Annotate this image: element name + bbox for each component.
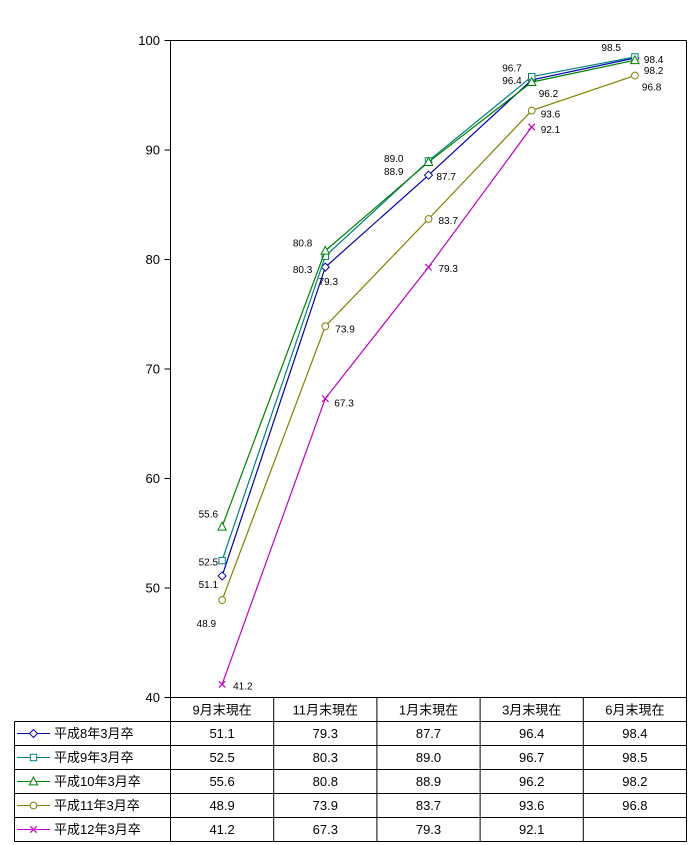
square-marker (29, 753, 38, 762)
series-line (221, 59, 636, 527)
triangle-marker (28, 776, 39, 786)
series-line (221, 126, 533, 685)
table-value-cell: 92.1 (519, 822, 544, 837)
table-value-cell: 96.7 (519, 750, 544, 765)
diamond-marker (423, 170, 434, 180)
table-value-cell: 48.9 (209, 798, 234, 813)
data-label: 89.0 (384, 154, 404, 165)
table-value-cell: 41.2 (209, 822, 234, 837)
data-label: 48.9 (197, 619, 217, 630)
table-value-cell: 51.1 (209, 726, 234, 741)
circle-marker (29, 801, 38, 810)
data-label: 96.7 (502, 64, 522, 75)
circle-marker (424, 215, 433, 223)
data-label: 87.7 (437, 172, 457, 183)
legend-series-name: 平成12年3月卒 (54, 822, 141, 837)
data-label: 67.3 (334, 399, 354, 410)
circle-marker (321, 322, 330, 331)
table-header-category: 11月末現在 (293, 703, 359, 718)
triangle-marker (423, 156, 434, 166)
table-value-cell: 89.0 (416, 750, 441, 765)
data-label: 55.6 (199, 510, 219, 521)
data-label: 96.8 (642, 83, 662, 94)
y-tick-label: 80 (146, 252, 160, 267)
series-line (221, 56, 636, 561)
table-value-cell: 79.3 (313, 726, 338, 741)
table-value-cell: 88.9 (416, 774, 441, 789)
data-label: 96.2 (539, 89, 559, 100)
table-value-cell: 73.9 (313, 798, 338, 813)
data-label: 88.9 (384, 167, 404, 178)
table-value-cell: 96.2 (519, 774, 544, 789)
data-label: 51.1 (199, 580, 219, 591)
table-value-cell: 98.4 (622, 726, 647, 741)
data-label: 98.2 (644, 66, 664, 77)
series-line (221, 57, 636, 577)
table-header-category: 6月末現在 (605, 703, 664, 718)
y-tick-label: 100 (138, 33, 160, 48)
data-label: 52.5 (199, 558, 219, 569)
table-value-cell: 55.6 (209, 774, 234, 789)
table-value-cell: 98.2 (622, 774, 647, 789)
table-value-cell: 80.3 (313, 750, 338, 765)
y-tick-label: 50 (146, 581, 160, 596)
table-header-category: 1月末現在 (399, 703, 458, 718)
table-value-cell: 67.3 (313, 822, 338, 837)
table-value-cell: 83.7 (416, 798, 441, 813)
data-label: 79.3 (439, 264, 459, 275)
x-marker (528, 123, 536, 131)
triangle-marker (526, 76, 537, 87)
triangle-marker (217, 521, 228, 531)
y-tick-label: 60 (146, 471, 160, 486)
series-line (221, 74, 636, 601)
data-label: 80.8 (293, 239, 313, 250)
table-header-category: 9月末現在 (192, 703, 251, 718)
legend-series-name: 平成8年3月卒 (54, 726, 133, 741)
square-marker (218, 556, 226, 565)
data-label: 83.7 (439, 216, 459, 227)
x-marker (29, 825, 38, 834)
circle-marker (527, 106, 536, 115)
table-value-cell: 98.5 (622, 750, 647, 765)
circle-marker (218, 596, 227, 604)
data-label: 80.3 (293, 265, 313, 276)
y-tick-label: 90 (146, 143, 160, 158)
table-value-cell: 96.8 (622, 798, 647, 813)
table-value-cell: 80.8 (313, 774, 338, 789)
table-value-cell: 96.4 (519, 726, 544, 741)
x-marker (424, 263, 433, 271)
table-value-cell: 79.3 (416, 822, 441, 837)
diamond-marker (217, 571, 227, 581)
legend-series-name: 平成9年3月卒 (54, 750, 133, 765)
table-value-cell: 93.6 (519, 798, 544, 813)
triangle-marker (320, 245, 331, 255)
table-value-cell: 52.5 (209, 750, 234, 765)
data-label: 93.6 (541, 110, 561, 121)
data-label: 79.3 (319, 277, 339, 288)
data-label: 73.9 (335, 324, 355, 335)
data-label: 92.1 (541, 125, 561, 136)
legend-series-name: 平成10年3月卒 (54, 774, 141, 789)
x-marker (321, 394, 329, 403)
data-label: 98.4 (644, 55, 664, 66)
x-marker (218, 680, 226, 688)
table-header-category: 3月末現在 (502, 703, 561, 718)
diamond-marker (28, 728, 39, 739)
data-label: 96.4 (502, 76, 522, 87)
y-tick-label: 40 (146, 690, 160, 705)
circle-marker (631, 71, 639, 80)
data-label: 98.5 (601, 43, 621, 54)
data-label: 41.2 (233, 681, 253, 692)
triangle-marker (629, 54, 640, 65)
y-tick-label: 70 (146, 362, 160, 377)
table-value-cell: 87.7 (416, 726, 441, 741)
legend-series-name: 平成11年3月卒 (54, 798, 140, 813)
